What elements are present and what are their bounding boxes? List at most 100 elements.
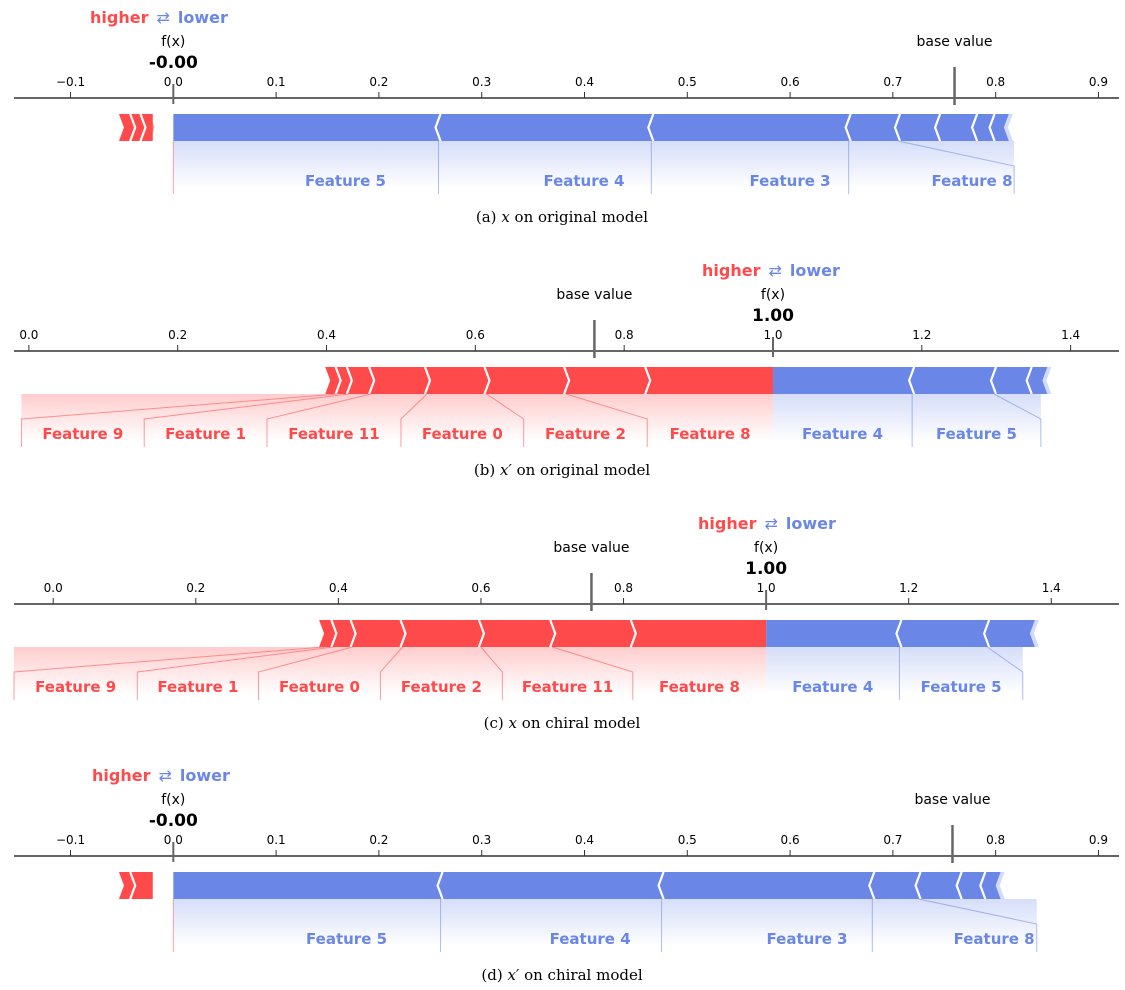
lower-label-shade — [772, 394, 1041, 441]
feature-label: Feature 4 — [550, 930, 631, 948]
legend-higher-lower: higher ⇄ lower — [698, 514, 836, 533]
force-plot-b: higher ⇄ lower 0.0 0.2 0.4 0.6 0.8 1.0 1.2 1.4 base… — [14, 261, 1119, 479]
x-tick-label: 0.0 — [164, 833, 183, 847]
caption-tag: (b) — [474, 461, 500, 479]
feature-label: Feature 3 — [767, 930, 848, 948]
legend-lower-label: lower — [178, 8, 228, 27]
feature-connector — [552, 646, 634, 700]
segment-separator — [349, 619, 357, 648]
higher-label-shade — [14, 647, 767, 694]
fx-value: -0.00 — [149, 811, 198, 831]
x-tick-label: 0.8 — [615, 328, 634, 342]
segment-separator — [844, 113, 852, 142]
feature-label: Feature 1 — [157, 678, 238, 696]
feature-connector — [565, 393, 648, 447]
x-tick-label: 0.1 — [267, 833, 286, 847]
lower-force-bar — [173, 872, 1001, 899]
feature-label: Feature 1 — [165, 425, 246, 443]
x-tick-label: 0.5 — [678, 833, 697, 847]
feature-connector — [918, 898, 1038, 952]
segment-separator — [477, 619, 486, 648]
feature-connector — [986, 646, 1024, 700]
segment-separator — [893, 113, 902, 142]
caption-variable: x′ — [507, 966, 519, 984]
segment-separator — [129, 871, 137, 900]
feature-connector — [136, 646, 334, 700]
legend-higher-lower: higher ⇄ lower — [92, 766, 230, 785]
legend-arrow: ⇄ — [158, 766, 171, 785]
segment-separator — [895, 619, 903, 648]
x-tick-label: 0.2 — [186, 581, 205, 595]
segment-separator — [914, 871, 922, 900]
caption-tag: (d) — [481, 966, 507, 984]
feature-label: Feature 11 — [288, 425, 379, 443]
x-tick-label: 0.9 — [1089, 833, 1108, 847]
feature-connector — [486, 393, 525, 447]
feature-label: Feature 2 — [401, 678, 482, 696]
caption-variable: x — [509, 714, 518, 732]
fx-label: f(x) — [754, 540, 778, 556]
segment-separator — [399, 619, 407, 648]
feature-label: Feature 2 — [545, 425, 626, 443]
feature-label: Feature 4 — [543, 172, 624, 190]
feature-label: Feature 8 — [932, 172, 1013, 190]
x-tick-label: 0.8 — [614, 581, 633, 595]
feature-label: Feature 11 — [522, 678, 613, 696]
feature-connector — [379, 646, 403, 700]
x-tick-label: 0.0 — [19, 328, 38, 342]
feature-connector — [993, 393, 1042, 447]
x-tick-label: 0.1 — [267, 75, 286, 89]
legend-higher-label: higher — [90, 8, 149, 27]
segment-separator — [868, 871, 876, 900]
segment-separator — [955, 871, 963, 900]
caption-tag: (c) — [484, 714, 509, 732]
segment-separator — [1025, 366, 1033, 395]
x-tick-label: 0.2 — [369, 75, 388, 89]
x-tick-label: 0.5 — [678, 75, 697, 89]
x-tick-label: 1.0 — [757, 581, 776, 595]
x-tick-label: 0.8 — [986, 833, 1005, 847]
x-tick-label: 0.6 — [781, 75, 800, 89]
legend-arrow: ⇄ — [768, 261, 781, 280]
higher-force-bar — [325, 367, 773, 394]
segment-separator — [129, 113, 137, 142]
segment-separator — [330, 619, 338, 648]
fx-label: f(x) — [161, 34, 185, 50]
feature-connector — [143, 393, 349, 447]
base-value-label: base value — [916, 34, 992, 50]
feature-connector — [480, 646, 503, 700]
feature-label: Feature 4 — [792, 678, 873, 696]
feature-connector — [13, 646, 325, 700]
fx-value: 1.00 — [745, 559, 787, 579]
panel-caption: (d) x′ on chiral model — [481, 966, 642, 984]
segment-separator — [989, 366, 998, 395]
legend-higher-lower: higher ⇄ lower — [90, 8, 228, 27]
x-tick-label: 0.4 — [575, 833, 594, 847]
segment-separator — [423, 366, 432, 395]
fx-value: -0.00 — [149, 53, 198, 73]
x-tick-label: 0.3 — [472, 833, 491, 847]
legend-arrow: ⇄ — [764, 514, 777, 533]
higher-label-shade — [21, 394, 773, 441]
fx-value: 1.00 — [752, 306, 794, 326]
x-tick-label: −0.1 — [56, 75, 85, 89]
lower-label-shade — [766, 647, 1023, 694]
x-tick-label: 0.7 — [883, 75, 902, 89]
panel-caption: (b) x′ on original model — [474, 461, 650, 479]
segment-separator — [436, 871, 444, 900]
x-tick-label: 0.0 — [164, 75, 183, 89]
x-tick-label: 0.3 — [472, 75, 491, 89]
segment-separator — [933, 113, 942, 142]
x-tick-label: 0.4 — [317, 328, 336, 342]
force-plot-a: higher ⇄ lower −0.1 0.0 0.1 0.2 0.3 0.4 0.5 0.6 0.7… — [14, 8, 1119, 226]
base-value-label: base value — [556, 287, 632, 303]
fx-label: f(x) — [161, 792, 185, 808]
segment-separator — [345, 366, 354, 395]
x-tick-label: 0.6 — [781, 833, 800, 847]
segment-separator — [644, 366, 652, 395]
x-tick-label: 1.4 — [1042, 581, 1061, 595]
feature-label: Feature 8 — [670, 425, 751, 443]
feature-connector — [266, 393, 372, 447]
feature-label: Feature 5 — [921, 678, 1002, 696]
